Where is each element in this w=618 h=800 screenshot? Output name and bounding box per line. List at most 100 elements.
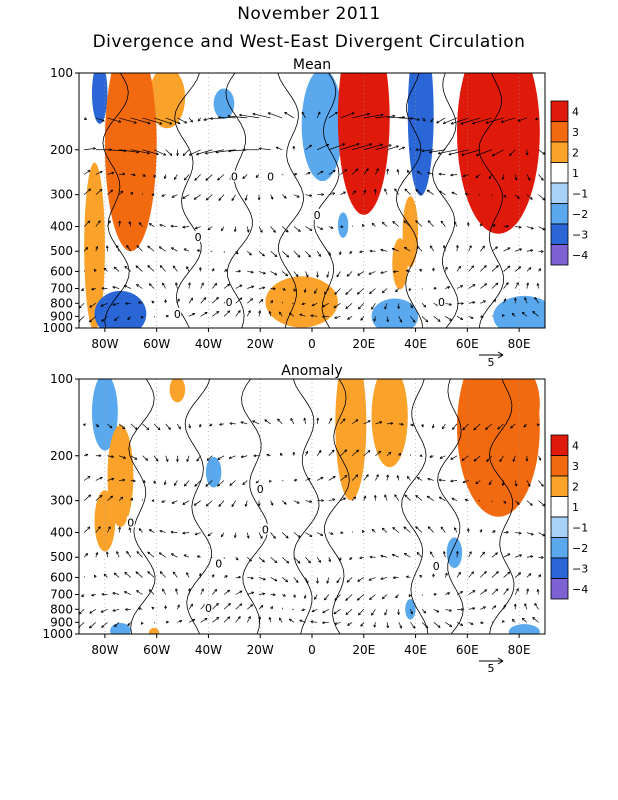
vector-arrow [153, 455, 159, 462]
vector-arrow [235, 284, 243, 289]
vector-arrowhead [479, 529, 483, 533]
vector-arrow [107, 220, 111, 227]
vector-arrow [421, 316, 429, 323]
vector-arrowhead [169, 121, 173, 125]
vector-arrowhead [397, 612, 401, 615]
vector-arrowhead [282, 287, 286, 291]
vector-arrow [491, 265, 499, 272]
vector-arrow [410, 303, 413, 309]
vector-arrowhead [394, 494, 398, 498]
vector-arrow [491, 605, 497, 610]
vector-arrowhead [301, 302, 305, 306]
vector-arrowhead [98, 454, 102, 458]
vector-arrow [456, 571, 461, 578]
vector-arrowhead [359, 556, 363, 560]
vector-arrow [461, 455, 469, 461]
vector-arrow [468, 607, 475, 610]
vector-arrowhead [345, 612, 349, 615]
vector-arrow [433, 316, 441, 322]
vector-arrowhead [320, 227, 324, 230]
vector-arrow [142, 423, 150, 431]
vector-arrowhead [268, 616, 272, 620]
colorbar-swatch [550, 162, 569, 184]
contour-label: 0 [226, 296, 233, 309]
vector-arrowhead [405, 269, 409, 273]
vector-arrow [246, 532, 249, 539]
vector-arrowhead [472, 590, 476, 593]
vector-arrow [212, 603, 219, 610]
vector-arrowhead [85, 453, 89, 457]
vector-arrow [514, 266, 521, 272]
vector-arrowhead [452, 426, 455, 430]
vector-arrowhead [147, 121, 151, 125]
vector-arrowhead [527, 177, 531, 181]
vector-arrow [326, 271, 330, 278]
vector-arrowhead [376, 474, 379, 478]
vector-arrowhead [294, 172, 298, 176]
vector-arrow [217, 455, 225, 460]
vector-arrowhead [172, 571, 176, 575]
contour-line [184, 379, 213, 634]
vector-arrowhead [183, 248, 187, 252]
vector-arrow [114, 316, 120, 321]
vector-arrowhead [355, 168, 359, 172]
vector-arrow [502, 480, 504, 486]
vector-arrowhead [274, 560, 278, 564]
vector-arrow [293, 532, 301, 538]
vector-arrow [293, 194, 300, 198]
vector-arrow [79, 303, 85, 309]
vector-arrowhead [449, 624, 453, 628]
vector-arrowhead [112, 608, 116, 612]
vector-arrowhead [250, 298, 254, 301]
vector-arrow [171, 247, 178, 252]
vector-arrowhead [111, 477, 115, 481]
vector-arrow [322, 315, 329, 318]
vector-arrow [375, 115, 396, 119]
vector-arrow [281, 250, 290, 258]
vector-arrow [118, 526, 121, 533]
colorbar-label: −1 [572, 187, 588, 200]
y-tick-label: 400 [50, 526, 73, 540]
contour-label: 0 [195, 231, 202, 244]
vector-arrowhead [270, 502, 274, 506]
vector-arrowhead [432, 573, 435, 577]
vector-arrow [491, 299, 497, 304]
vector-arrow [324, 288, 330, 295]
vector-arrow [159, 265, 166, 272]
vector-arrow [526, 249, 533, 252]
vector-arrowhead [391, 553, 395, 557]
vector-arrowhead [330, 532, 334, 535]
vector-arrow [270, 271, 278, 276]
vector-arrowhead [346, 579, 350, 583]
vector-arrowhead [355, 474, 359, 478]
vector-arrow [147, 245, 155, 252]
y-tick-label: 100 [50, 372, 73, 386]
vector-arrowhead [140, 621, 144, 625]
vector-arrow [124, 591, 131, 595]
vector-arrowhead [112, 591, 116, 595]
vector-arrow [182, 500, 190, 505]
vector-arrowhead [134, 426, 138, 430]
vector-arrowhead [261, 253, 265, 257]
contour-line [313, 73, 340, 328]
vector-arrowhead [511, 618, 515, 622]
vector-arrow [417, 477, 423, 481]
vector-arrowhead [540, 555, 544, 559]
contour-label: 0 [215, 558, 222, 571]
vector-arrowhead [390, 422, 394, 425]
contour-label: 0 [205, 602, 212, 615]
vector-arrowhead [479, 223, 483, 227]
vector-arrow [107, 189, 113, 195]
vector-arrow [83, 188, 92, 195]
vector-arrow [107, 149, 127, 152]
vector-arrowhead [332, 475, 336, 479]
vector-arrow [322, 621, 329, 624]
vector-arrowhead [483, 571, 487, 574]
vector-arrowhead [329, 417, 333, 421]
vector-arrow [101, 622, 108, 628]
vector-arrowhead [371, 612, 374, 616]
vector-arrowhead [475, 153, 479, 157]
vector-arrow [480, 245, 485, 252]
vector-arrowhead [275, 146, 279, 150]
vector-arrowhead [406, 169, 410, 173]
